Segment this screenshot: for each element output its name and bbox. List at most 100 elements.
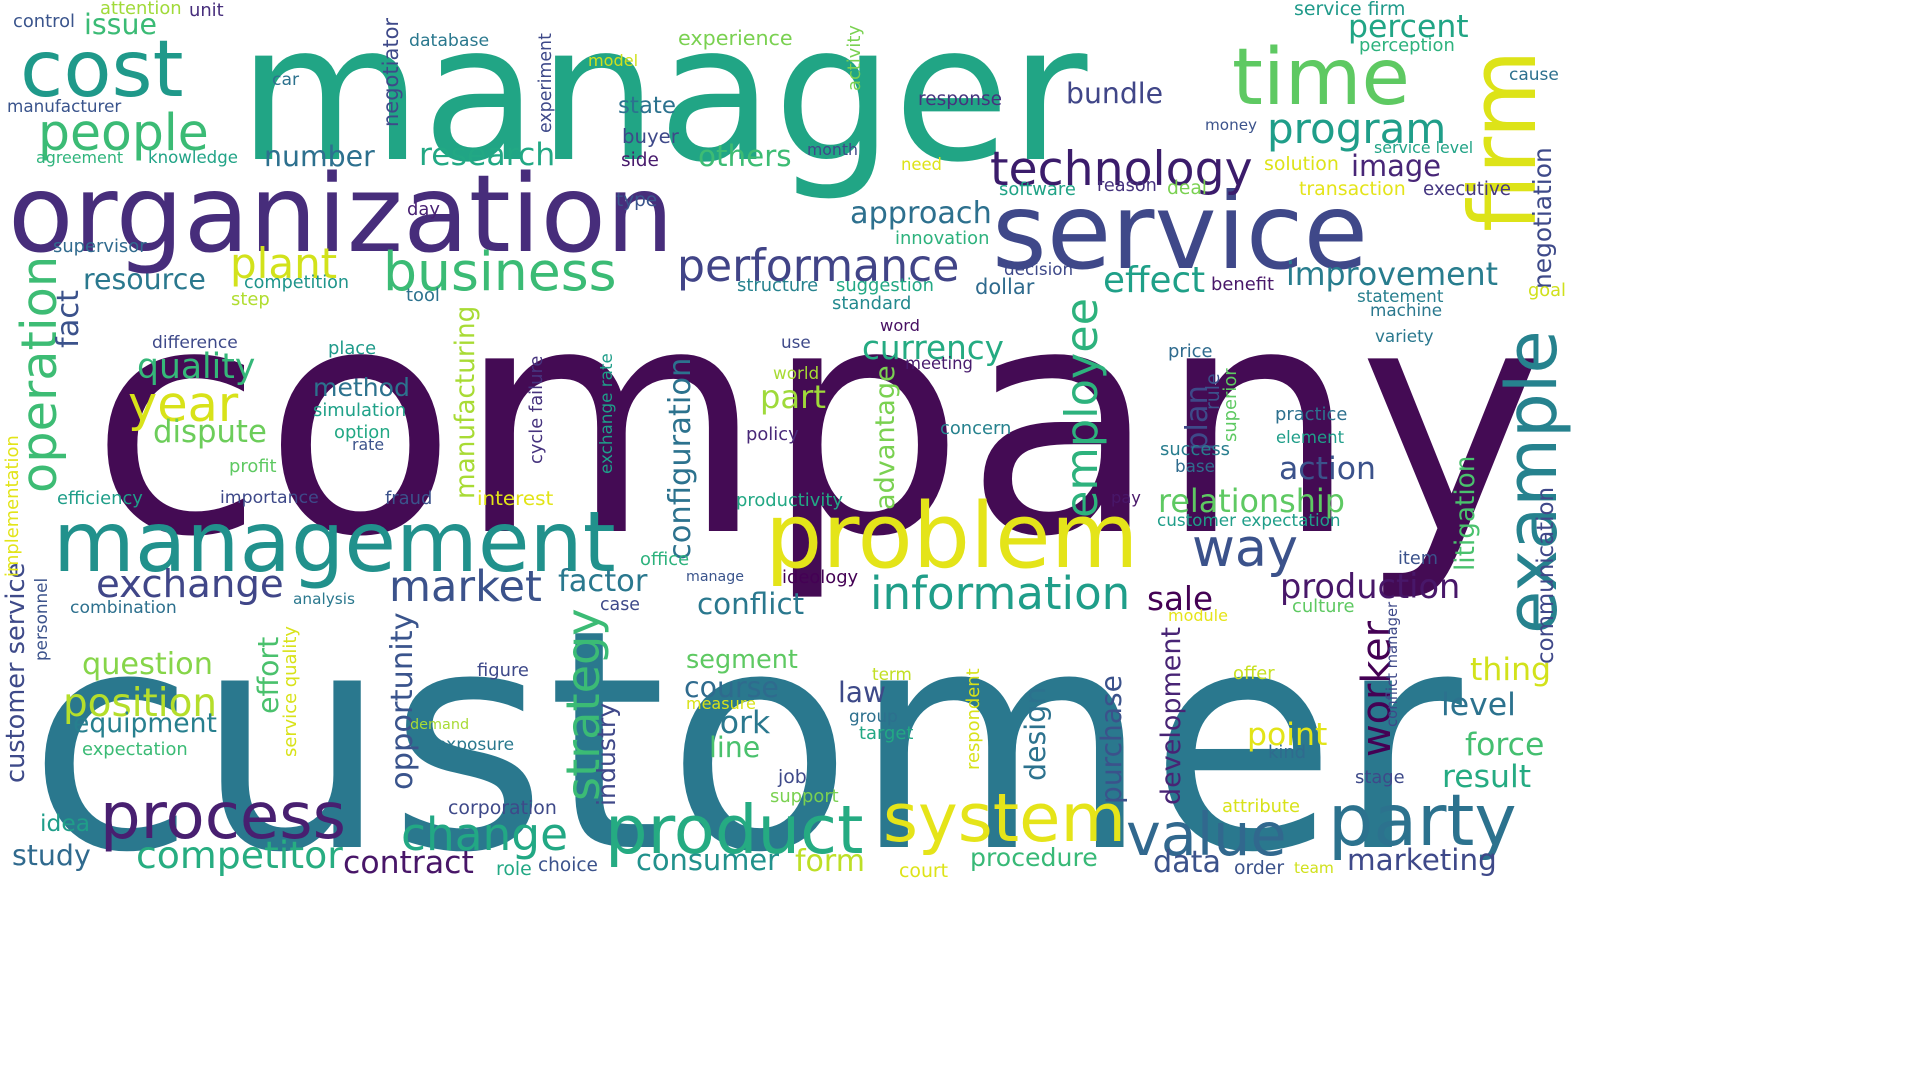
word-market: market (389, 562, 542, 612)
word-manager: manager (238, 0, 1088, 204)
word-result: result (1442, 759, 1532, 795)
word-communication: communication (1533, 486, 1559, 664)
word-experience: experience (678, 26, 793, 50)
word-position: position (63, 681, 218, 726)
word-ideology: ideology (782, 567, 859, 588)
word-exchange-rate: exchange rate (596, 353, 616, 474)
word-study: study (12, 839, 91, 872)
word-production: production (1280, 567, 1461, 606)
word-company: company (90, 239, 1546, 606)
word-innovation: innovation (895, 228, 990, 249)
word-job: job (778, 766, 807, 788)
word-industry: industry (592, 702, 621, 806)
word-role: role (496, 858, 532, 880)
word-opportunity: opportunity (385, 612, 420, 790)
word-exchange: exchange (96, 562, 284, 607)
word-sale: sale (1147, 580, 1214, 618)
word-conflict-manager: conflict manager (1384, 601, 1401, 727)
word-need: need (901, 155, 942, 174)
word-exposure: exposure (436, 735, 515, 755)
word-factor: factor (558, 564, 648, 599)
word-court: court (899, 860, 949, 882)
word-step: step (231, 289, 270, 310)
word-suggestion: suggestion (836, 275, 934, 296)
word-cost: cost (20, 23, 184, 115)
word-target: target (859, 723, 914, 744)
word-world: world (773, 363, 820, 383)
word-service: service (992, 171, 1369, 293)
word-profit: profit (229, 456, 277, 477)
word-level: level (1441, 687, 1516, 723)
word-customer-expectation: customer expectation (1157, 510, 1341, 530)
word-method: method (313, 373, 410, 402)
word-conflict: conflict (697, 587, 805, 621)
word-element: element (1276, 428, 1345, 447)
word-rate: rate (352, 435, 385, 454)
word-approach: approach (850, 196, 992, 231)
word-number: number (264, 140, 375, 173)
word-variety: variety (1375, 326, 1434, 346)
word-form: form (795, 844, 865, 879)
word-kind: kind (1268, 742, 1307, 763)
word-change: change (401, 808, 569, 861)
word-effect: effect (1103, 260, 1206, 301)
word-others: others (698, 139, 792, 173)
word-cause: cause (1509, 65, 1559, 85)
word-executive: executive (1423, 179, 1511, 200)
word-day: day (407, 199, 440, 220)
word-analysis: analysis (293, 590, 355, 608)
word-word: word (880, 316, 921, 335)
word-place: place (328, 338, 377, 359)
word-module: module (1168, 606, 1228, 625)
word-respondent: respondent (963, 668, 984, 770)
word-consumer: consumer (636, 843, 780, 877)
word-order: order (1234, 858, 1285, 879)
word-customer: customer (28, 564, 1462, 919)
word-standard: standard (832, 293, 912, 314)
word-efficiency: efficiency (57, 488, 143, 509)
word-price: price (1168, 341, 1213, 362)
word-product: product (605, 791, 864, 869)
word-group: group (849, 706, 898, 726)
word-negotiator: negotiator (379, 17, 403, 127)
word-implementation: implementation (2, 435, 23, 577)
word-process: process (100, 780, 346, 854)
word-management: management (53, 493, 616, 591)
word-success: success (1160, 439, 1230, 460)
word-team: team (1294, 859, 1334, 877)
word-deal: deal (1167, 178, 1208, 199)
word-demand: demand (410, 717, 470, 733)
word-information: information (870, 567, 1131, 620)
word-case: case (600, 595, 640, 615)
word-party: party (1328, 779, 1517, 862)
word-superior: superior (1220, 368, 1241, 442)
word-value: value (1126, 800, 1287, 869)
word-money: money (1205, 116, 1258, 134)
word-improvement: improvement (1286, 257, 1498, 293)
word-type: type (616, 190, 658, 211)
word-dispute: dispute (153, 415, 267, 450)
word-issue: issue (84, 8, 157, 41)
word-litigation: litigation (1451, 455, 1481, 571)
word-course: course (684, 671, 779, 704)
word-law: law (838, 676, 886, 709)
word-configuration: configuration (663, 357, 698, 560)
word-development: development (1156, 626, 1187, 805)
word-model: model (588, 51, 639, 70)
word-dollar: dollar (975, 275, 1035, 299)
word-machine: machine (1370, 300, 1443, 320)
word-procedure: procedure (970, 843, 1098, 872)
word-organization: organization (8, 153, 674, 277)
word-practice: practice (1275, 404, 1348, 425)
word-offer: offer (1233, 663, 1275, 684)
word-corporation: corporation (448, 797, 557, 819)
word-line: line (709, 731, 761, 764)
word-statement: statement (1357, 286, 1444, 306)
word-plant: plant (230, 239, 338, 288)
word-structure: structure (737, 275, 819, 296)
word-measure: measure (686, 694, 756, 713)
word-cycle-failure: cycle failure (526, 355, 547, 464)
word-attribute: attribute (1222, 796, 1301, 817)
word-quality: quality (137, 347, 256, 387)
